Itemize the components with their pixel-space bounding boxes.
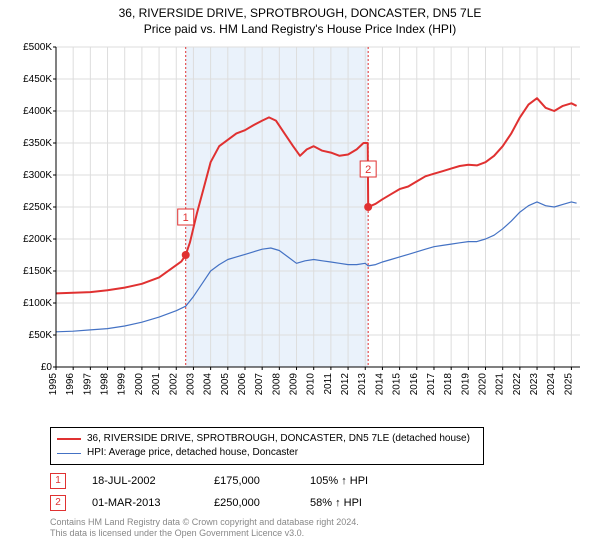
x-tick-label: 2023 bbox=[529, 373, 540, 396]
sale-pct: 58% ↑ HPI bbox=[310, 497, 410, 509]
x-tick-label: 2006 bbox=[237, 373, 248, 396]
attribution: Contains HM Land Registry data © Crown c… bbox=[50, 517, 586, 540]
legend-swatch bbox=[57, 453, 81, 454]
sale-date: 01-MAR-2013 bbox=[92, 497, 188, 509]
x-tick-label: 2000 bbox=[134, 373, 145, 396]
y-tick-label: £200K bbox=[23, 234, 52, 245]
sale-date: 18-JUL-2002 bbox=[92, 475, 188, 487]
x-tick-label: 2022 bbox=[512, 373, 523, 396]
legend-row: 36, RIVERSIDE DRIVE, SPROTBROUGH, DONCAS… bbox=[57, 432, 477, 446]
y-tick-label: £400K bbox=[23, 106, 52, 117]
chart-svg: £0 £50K £100K £150K £200K £250K £300K £350K £400… bbox=[14, 41, 586, 421]
x-tick-label: 2020 bbox=[478, 373, 489, 396]
sale-row: 1 18-JUL-2002 £175,000 105% ↑ HPI bbox=[50, 473, 586, 489]
sale-price: £250,000 bbox=[214, 497, 284, 509]
x-tick-label: 2014 bbox=[374, 373, 385, 396]
x-tick-label: 2013 bbox=[357, 373, 368, 396]
y-tick-label: £250K bbox=[23, 202, 52, 213]
y-tick-label: £100K bbox=[23, 298, 52, 309]
title-line-1: 36, RIVERSIDE DRIVE, SPROTBROUGH, DONCAS… bbox=[14, 6, 586, 22]
legend-label: HPI: Average price, detached house, Donc… bbox=[87, 446, 298, 460]
x-tick-label: 2021 bbox=[495, 373, 506, 396]
legend-label: 36, RIVERSIDE DRIVE, SPROTBROUGH, DONCAS… bbox=[87, 432, 470, 446]
sale-row-marker: 1 bbox=[50, 473, 66, 489]
sales-table: 1 18-JUL-2002 £175,000 105% ↑ HPI 2 01-MAR-20… bbox=[50, 473, 586, 511]
x-tick-label: 2018 bbox=[443, 373, 454, 396]
x-tick-label: 2024 bbox=[546, 373, 557, 396]
x-tick-label: 2009 bbox=[289, 373, 300, 396]
x-tick-label: 2015 bbox=[392, 373, 403, 396]
x-tick-label: 2003 bbox=[185, 373, 196, 396]
x-tick-label: 2011 bbox=[323, 373, 334, 395]
legend-swatch bbox=[57, 438, 81, 440]
page: 36, RIVERSIDE DRIVE, SPROTBROUGH, DONCAS… bbox=[0, 0, 600, 560]
x-tick-label: 2012 bbox=[340, 373, 351, 396]
sale-row-marker: 2 bbox=[50, 495, 66, 511]
sale-dot bbox=[364, 203, 372, 211]
x-tick-label: 2025 bbox=[563, 373, 574, 396]
x-tick-label: 2010 bbox=[306, 373, 317, 396]
x-tick-label: 2016 bbox=[409, 373, 420, 396]
sale-pct: 105% ↑ HPI bbox=[310, 475, 410, 487]
legend-box: 36, RIVERSIDE DRIVE, SPROTBROUGH, DONCAS… bbox=[50, 427, 484, 465]
y-tick-label: £150K bbox=[23, 266, 52, 277]
y-tick-label: £50K bbox=[29, 330, 53, 341]
legend-row: HPI: Average price, detached house, Donc… bbox=[57, 446, 477, 460]
x-tick-label: 2004 bbox=[203, 373, 214, 396]
x-tick-label: 2002 bbox=[168, 373, 179, 396]
y-tick-label: £300K bbox=[23, 170, 52, 181]
y-tick-label: £500K bbox=[23, 42, 52, 53]
x-tick-label: 1995 bbox=[48, 373, 59, 396]
x-tick-label: 2008 bbox=[271, 373, 282, 396]
x-tick-label: 1999 bbox=[117, 373, 128, 396]
x-tick-label: 1997 bbox=[82, 373, 93, 396]
x-tick-label: 2001 bbox=[151, 373, 162, 396]
x-tick-label: 1998 bbox=[100, 373, 111, 396]
x-tick-label: 2007 bbox=[254, 373, 265, 396]
sale-price: £175,000 bbox=[214, 475, 284, 487]
attribution-line-2: This data is licensed under the Open Gov… bbox=[50, 528, 586, 539]
x-tick-label: 1996 bbox=[65, 373, 76, 396]
y-tick-label: £350K bbox=[23, 138, 52, 149]
sale-row: 2 01-MAR-2013 £250,000 58% ↑ HPI bbox=[50, 495, 586, 511]
title-line-2: Price paid vs. HM Land Registry's House … bbox=[14, 22, 586, 38]
x-tick-label: 2017 bbox=[426, 373, 437, 396]
sale-marker-number: 1 bbox=[183, 212, 189, 224]
chart-area: £0 £50K £100K £150K £200K £250K £300K £350K £400… bbox=[14, 41, 586, 421]
x-tick-label: 2019 bbox=[460, 373, 471, 396]
attribution-line-1: Contains HM Land Registry data © Crown c… bbox=[50, 517, 586, 528]
y-tick-label: £0 bbox=[41, 362, 53, 373]
y-tick-label: £450K bbox=[23, 74, 52, 85]
sale-marker-number: 2 bbox=[365, 164, 371, 176]
x-tick-label: 2005 bbox=[220, 373, 231, 396]
sale-dot bbox=[182, 251, 190, 259]
